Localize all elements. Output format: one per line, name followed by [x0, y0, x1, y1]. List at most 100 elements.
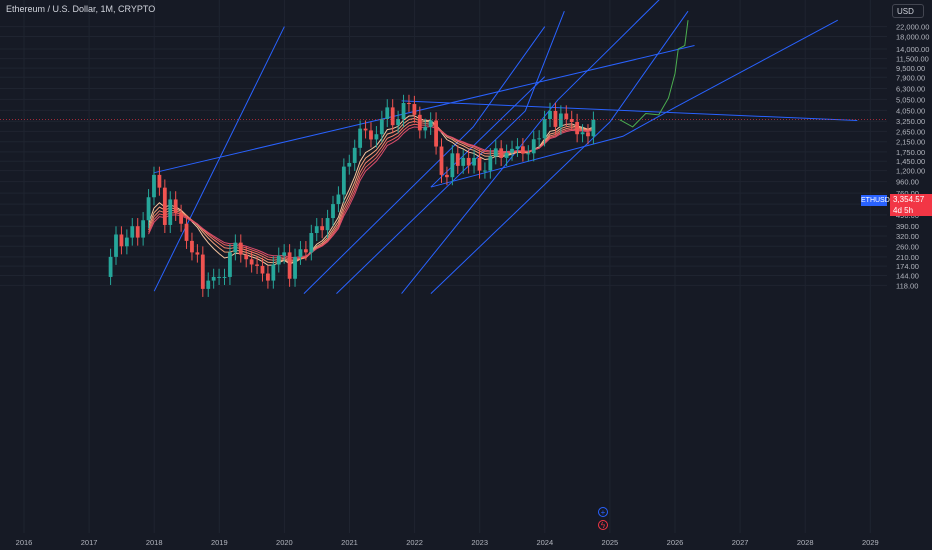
trendline	[336, 11, 565, 294]
candle-body	[363, 128, 368, 131]
candle-body	[499, 148, 504, 158]
candle-body	[238, 242, 243, 255]
candle-body	[309, 233, 314, 253]
y-tick-label: 5,050.00	[896, 95, 925, 104]
ma-line	[148, 125, 594, 259]
x-tick-label: 2016	[16, 538, 33, 547]
trendline	[154, 45, 695, 174]
y-tick-label: 260.00	[896, 242, 919, 251]
candle-body	[276, 255, 281, 265]
y-tick-label: 1,750.00	[896, 148, 925, 157]
candle-body	[244, 254, 249, 260]
candle-body	[157, 174, 162, 188]
y-tick-label: 4,050.00	[896, 106, 925, 115]
candle-body	[510, 148, 514, 153]
candle-body	[390, 107, 395, 126]
x-tick-label: 2022	[406, 538, 423, 547]
candle-body	[466, 157, 471, 166]
x-tick-label: 2017	[81, 538, 98, 547]
trendlines	[153, 0, 858, 294]
x-axis: 2016 2017 2018 2019 2020 2021 2022 2023 2024 2025…	[16, 538, 879, 547]
y-tick-label: 6,300.00	[896, 84, 925, 93]
candles	[108, 94, 596, 297]
x-tick-label: 2027	[732, 538, 749, 547]
y-tick-label: 18,000.00	[896, 32, 929, 41]
candle-body	[537, 138, 542, 140]
candle-body	[222, 276, 227, 278]
flash-event-icon[interactable]: ϟ	[598, 520, 608, 530]
trendline	[401, 0, 660, 294]
candle-body	[260, 265, 265, 274]
candle-body	[455, 153, 460, 166]
chart-title: Ethereum / U.S. Dollar, 1M, CRYPTO	[6, 4, 156, 14]
candle-body	[407, 102, 411, 105]
candle-body	[531, 139, 536, 154]
candle-body	[130, 226, 135, 238]
candle-body	[472, 157, 476, 166]
y-tick-label: 144.00	[896, 272, 919, 281]
y-tick-label: 1,200.00	[896, 167, 925, 176]
y-tick-label: 210.00	[896, 253, 919, 262]
candle-body	[439, 146, 444, 175]
y-tick-label: 3,250.00	[896, 117, 925, 126]
candle-body	[217, 276, 221, 278]
x-tick-label: 2029	[862, 538, 879, 547]
candle-body	[162, 187, 167, 225]
candle-body	[228, 252, 232, 277]
y-tick-label: 9,500.00	[896, 64, 925, 73]
candle-body	[233, 242, 238, 253]
y-tick-label: 2,650.00	[896, 127, 925, 136]
candle-body	[477, 157, 482, 171]
symbol-price-tag: ETHUSD	[861, 195, 890, 206]
candle-body	[146, 197, 151, 221]
x-tick-label: 2028	[797, 538, 814, 547]
moving-average-ribbon	[148, 115, 594, 266]
candle-body	[168, 199, 173, 225]
y-tick-label: 390.00	[896, 222, 919, 231]
last-price-label: 3,354.57 4d 5h	[890, 194, 932, 216]
candle-body	[320, 226, 325, 231]
candle-body	[488, 156, 493, 171]
candle-body	[558, 113, 563, 127]
y-tick-label: 11,500.00	[896, 55, 929, 64]
x-tick-label: 2025	[602, 538, 619, 547]
last-price-value: 3,354.57	[893, 195, 925, 204]
y-tick-label: 14,000.00	[896, 45, 929, 54]
trendline	[430, 19, 838, 188]
candle-body	[483, 170, 487, 172]
trendline	[430, 76, 546, 188]
bar-countdown: 4d 5h	[893, 206, 914, 215]
candle-body	[347, 162, 352, 167]
grid	[0, 0, 887, 533]
y-tick-label: 760.00	[896, 189, 919, 198]
candle-body	[385, 107, 390, 120]
candle-body	[173, 199, 178, 213]
y-tick-label: 174.00	[896, 262, 919, 271]
y-tick-label: 960.00	[896, 178, 919, 187]
candle-body	[336, 194, 341, 205]
candle-body	[428, 120, 433, 127]
x-tick-label: 2018	[146, 538, 163, 547]
candle-body	[119, 234, 124, 247]
candle-body	[206, 280, 211, 289]
candle-body	[379, 119, 384, 135]
trendline	[430, 10, 689, 294]
candle-body	[396, 119, 401, 126]
candle-body	[184, 223, 189, 241]
y-tick-label: 118.00	[896, 281, 918, 290]
projection-line	[619, 20, 689, 128]
candle-body	[200, 254, 205, 289]
candle-body	[401, 102, 406, 120]
candle-body	[412, 104, 417, 115]
y-tick-label: 22,000.00	[896, 23, 929, 32]
candle-body	[417, 114, 422, 131]
candle-body	[358, 128, 363, 148]
candle-body	[374, 134, 379, 140]
candle-body	[515, 146, 520, 149]
candle-body	[190, 240, 194, 253]
candle-body	[124, 237, 129, 247]
currency-button[interactable]: USD	[892, 4, 924, 18]
ma-line	[148, 120, 594, 262]
info-event-icon[interactable]: +	[598, 507, 608, 517]
